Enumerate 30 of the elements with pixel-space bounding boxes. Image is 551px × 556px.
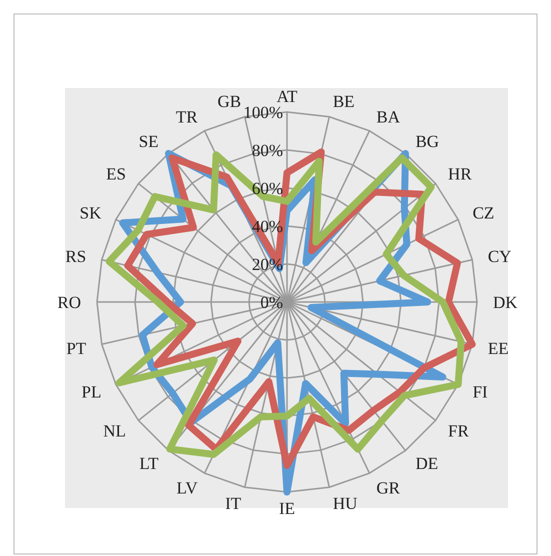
y-tick-label: 80% xyxy=(252,140,283,160)
spoke-label: RS xyxy=(65,247,86,266)
spoke-label: SK xyxy=(80,204,102,223)
spoke-label: HU xyxy=(332,494,358,513)
spoke-label: FR xyxy=(448,421,470,440)
spoke-label: CY xyxy=(488,247,512,266)
spoke-label: GR xyxy=(376,478,401,498)
spoke-label: TR xyxy=(176,107,198,126)
spoke-label: BE xyxy=(332,92,355,112)
spoke-label: FI xyxy=(472,382,488,402)
spoke-label: LV xyxy=(176,478,198,498)
y-tick-label: 40% xyxy=(252,216,283,236)
spoke-label: DK xyxy=(493,292,518,312)
spoke-label: RO xyxy=(57,292,81,312)
spoke-label: ES xyxy=(106,164,126,184)
spoke-label: CZ xyxy=(472,204,494,223)
spoke-label: LT xyxy=(139,454,160,474)
spoke-label: DE xyxy=(415,454,438,474)
spoke-label: SE xyxy=(138,132,159,151)
spoke-label: NL xyxy=(103,421,126,440)
spoke-label: IE xyxy=(278,498,296,518)
spoke-label: EE xyxy=(488,338,509,358)
spoke-label: HR xyxy=(448,164,472,184)
spoke-label: BG xyxy=(415,132,440,151)
spoke-label: BA xyxy=(376,107,401,126)
spoke-label: PT xyxy=(66,338,87,358)
y-tick-label: 0% xyxy=(260,292,283,312)
spoke-label: GB xyxy=(218,92,242,112)
spoke-label: PL xyxy=(82,382,102,402)
spoke-label: IT xyxy=(225,494,242,513)
